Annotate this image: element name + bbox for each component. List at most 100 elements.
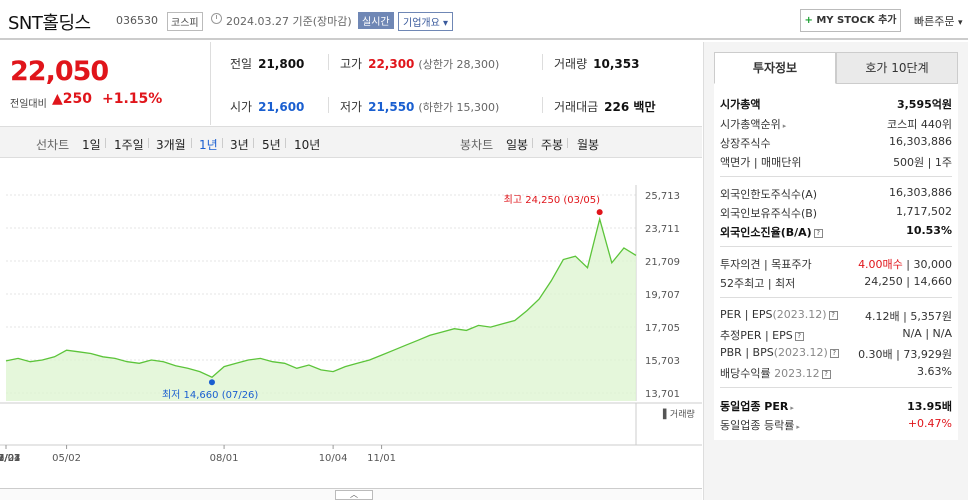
tab-5y[interactable]: 5년 [262,138,281,152]
est-per-value: N/A [902,327,922,340]
stat-value: 226 백만 [604,100,656,114]
low-label: 최저 14,660 (07/26) [162,389,258,401]
row-market-cap-rank: 시가총액순위 ▸ 코스피 440위 [720,116,952,134]
tab-investment-info[interactable]: 투자정보 [714,52,836,84]
divider [532,138,533,148]
x-tick-label: 07/03 [0,453,20,464]
price-chart[interactable]: 25,713 23,711 21,709 19,707 17,705 15,703 13,7… [0,159,702,489]
divider [542,97,543,113]
help-icon[interactable]: ? [829,348,839,358]
foreign-limit-label: 외국인한도주식수(A) [720,188,818,201]
help-icon[interactable]: ? [813,228,823,238]
x-tick-label: 11/01 [367,453,396,464]
stat-value: 21,800 [258,57,305,71]
company-overview-label: 기업개요 [403,18,440,29]
week52-values: 24,250 | 14,660 [864,275,952,288]
stat-label: 거래량 [554,57,588,71]
row-foreign-ratio: 외국인소진율(B/A)? 10.53% [720,224,952,242]
market-badge: 코스피 [167,12,203,31]
per-values: 4.12배 | 5,357원 [865,310,952,323]
row-opinion: 투자의견 | 목표주가 4.00매수 | 30,000 [720,256,952,274]
divider [328,54,329,70]
divider [720,297,952,298]
realtime-badge[interactable]: 실시간 [358,12,394,29]
stat-label: 고가 [340,57,363,71]
pbr-values: 0.30배 | 73,929원 [858,348,952,361]
x-tick-label: 02/01 [0,453,20,464]
stat-label: 저가 [340,100,363,114]
y-tick-label: 17,705 [645,323,680,334]
row-label: 동일업종 등락률 ▸ [720,417,800,433]
price-area [6,219,636,401]
current-price-box: 22,050 전일대비 ▲250 +1.15% [0,42,211,125]
collapse-chart-button[interactable]: ︿ [335,490,373,500]
eps-value: 5,357원 [910,310,952,323]
market-cap-label: 시가총액 [720,98,761,111]
row-dividend: 배당수익률 2023.12? 3.63% [720,365,952,383]
high-label: 최고 24,250 (03/05) [504,194,600,206]
divider [191,138,192,148]
market-cap-value: 3,595억원 [896,98,952,111]
stat-sub: (상한가 28,300) [418,58,500,71]
row-per: PER | EPS(2023.12)? 4.12배 | 5,357원 [720,308,952,326]
row-industry-per: 동일업종 PER ▸ 13.95배 [720,398,952,416]
chevron-right-icon: ▸ [796,423,800,431]
foreign-holding-value: 1,717,502 [896,205,952,218]
tab-orderbook[interactable]: 호가 10단계 [836,52,958,84]
tab-1d[interactable]: 1일 [82,138,101,152]
divider [222,138,223,148]
y-tick-label: 21,709 [645,257,680,268]
stock-header: SNT홀딩스 036530 코스피 2024.03.27 기준(장마감) 실시간… [0,0,968,40]
divider [285,138,286,148]
stock-name: SNT홀딩스 [8,13,91,34]
industry-per-value: 13.95배 [907,400,952,413]
tab-weekly[interactable]: 주봉 [541,138,564,152]
est-per-values: N/A | N/A [902,327,952,340]
low-point [208,379,215,386]
help-icon[interactable]: ? [821,369,831,379]
row-pbr: PBR | BPS(2023.12)? 0.30배 | 73,929원 [720,346,952,364]
tab-1w[interactable]: 1주일 [114,138,144,152]
price-stats: 전일 21,800 고가 22,300 (상한가 28,300) 거래량 10,353 … [212,42,702,125]
row-est-per: 추정PER | EPS? N/A | N/A [720,327,952,345]
help-icon[interactable]: ? [794,331,804,341]
y-tick-label: 23,711 [645,224,680,235]
stat-label: 전일 [230,57,253,71]
price-change: ▲250 [52,91,92,107]
help-icon[interactable]: ? [828,310,838,320]
divider [253,138,254,148]
candle-chart-label: 봉차트 [460,138,494,152]
clock-icon [211,13,222,24]
row-label: 동일업종 PER ▸ [720,398,794,414]
stat-low: 저가 21,550 (하한가 15,300) [340,98,499,115]
tab-3y[interactable]: 3년 [230,138,249,152]
change-label: 전일대비 [10,99,47,110]
investment-info-body: 시가총액 3,595억원 시가총액순위 ▸ 코스피 440위 상장주식수 16,303,… [714,84,958,440]
dividend-value: 3.63% [917,365,952,378]
row-label: 시가총액순위 ▸ [720,116,786,132]
stock-code: 036530 [116,14,158,27]
tab-3m[interactable]: 3개월 [156,138,186,152]
x-tick-label: 10/04 [319,453,348,464]
stat-sub: (하한가 15,300) [418,101,500,114]
week52-high: 24,250 [864,275,903,288]
per-date: (2023.12) [772,308,827,321]
add-my-stock-button[interactable]: + MY STOCK 추가 [800,9,901,32]
quick-order-button[interactable]: 빠른주문 ▾ [914,13,963,29]
x-tick-label: 03/27 [0,453,20,464]
x-tick-label: 01/02 [0,453,20,464]
tab-1y[interactable]: 1년 [199,138,218,152]
tab-daily[interactable]: 일봉 [506,138,529,152]
chevron-down-icon: ▾ [957,18,963,28]
tab-monthly[interactable]: 월봉 [577,138,600,152]
company-overview-button[interactable]: 기업개요 ▾ [398,12,454,31]
row-52week: 52주최고 | 최저 24,250 | 14,660 [720,275,952,293]
divider [720,246,952,247]
line-chart-label: 선차트 [36,138,70,152]
par-value-label: 액면가 | 매매단위 [720,156,802,169]
opinion-value: 4.00매수 [858,258,903,271]
foreign-limit-value: 16,303,886 [889,186,952,199]
high-point [596,209,603,216]
foreign-ratio-value: 10.53% [906,224,952,237]
tab-10y[interactable]: 10년 [294,138,321,152]
